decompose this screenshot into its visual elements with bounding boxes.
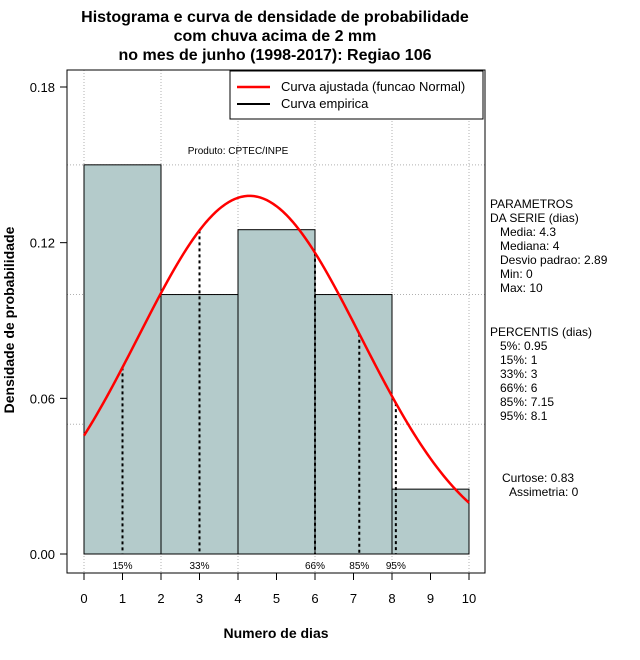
x-tick-label: 3 bbox=[196, 591, 203, 606]
title-line-2: com chuva acima de 2 mm bbox=[174, 28, 377, 45]
histogram-bar bbox=[314, 294, 393, 555]
x-tick-label: 8 bbox=[388, 591, 395, 606]
param-line-0: PARAMETROS bbox=[490, 197, 573, 211]
param-line-4: Desvio padrao: 2.89 bbox=[490, 253, 608, 267]
percentile-label: 95% bbox=[386, 561, 406, 572]
legend-label-normal: Curva ajustada (funcao Normal) bbox=[281, 79, 465, 94]
param-line-1: DA SERIE (dias) bbox=[490, 211, 579, 225]
normal-curve-line bbox=[82, 194, 470, 504]
percentil-line-1: 5%: 0.95 bbox=[490, 339, 548, 353]
percentil-line-2: 15%: 1 bbox=[490, 353, 538, 367]
percentil-line-0: PERCENTIS (dias) bbox=[490, 325, 592, 339]
param-line-6: Max: 10 bbox=[490, 281, 543, 295]
percentil-line-6: 95%: 8.1 bbox=[490, 409, 548, 423]
y-tick-label: 0.00 bbox=[30, 547, 55, 562]
x-tick-label: 4 bbox=[234, 591, 241, 606]
side-panel: PARAMETROS DA SERIE (dias) Media: 4.3 Me… bbox=[490, 197, 608, 499]
y-axis: 0.00 0.06 0.12 0.18 bbox=[30, 80, 68, 562]
x-tick-label: 10 bbox=[462, 591, 476, 606]
y-axis-label: Densidade de probabilidade bbox=[1, 226, 17, 413]
percentile-label: 15% bbox=[112, 561, 132, 572]
param-line-2: Media: 4.3 bbox=[490, 225, 556, 239]
x-axis-label: Numero de dias bbox=[223, 625, 328, 641]
y-tick-label: 0.06 bbox=[30, 391, 55, 406]
legend-label-empirical: Curva empirica bbox=[281, 96, 369, 111]
percentil-line-5: 85%: 7.15 bbox=[490, 395, 554, 409]
x-tick-label: 0 bbox=[80, 591, 87, 606]
x-tick-label: 7 bbox=[350, 591, 357, 606]
x-tick-label: 6 bbox=[311, 591, 318, 606]
param-line-3: Mediana: 4 bbox=[490, 239, 560, 253]
legend: Curva ajustada (funcao Normal) Curva emp… bbox=[229, 70, 484, 120]
legend-box bbox=[229, 70, 484, 120]
percentile-label: 66% bbox=[305, 561, 325, 572]
param-line-5: Min: 0 bbox=[490, 267, 533, 281]
x-tick-label: 1 bbox=[119, 591, 126, 606]
kurtosis-text: Curtose: 0.83 bbox=[502, 471, 574, 485]
skewness-text: Assimetria: 0 bbox=[509, 485, 579, 499]
histogram-bars bbox=[83, 164, 470, 555]
percentile-label: 85% bbox=[349, 561, 369, 572]
percentile-lines: 15% 33% 66% 85% 95% bbox=[112, 230, 406, 572]
x-tick-label: 5 bbox=[273, 591, 280, 606]
y-tick-label: 0.18 bbox=[30, 80, 55, 95]
x-tick-label: 9 bbox=[427, 591, 434, 606]
percentil-line-4: 66%: 6 bbox=[490, 381, 538, 395]
x-axis: 0 1 2 3 4 5 6 7 8 9 10 bbox=[80, 572, 476, 606]
product-label: Produto: CPTEC/INPE bbox=[188, 146, 289, 157]
title-line-3: no mes de junho (1998-2017): Regiao 106 bbox=[119, 47, 432, 64]
percentile-label: 33% bbox=[189, 561, 209, 572]
title-line-1: Histograma e curva de densidade de proba… bbox=[81, 9, 469, 26]
histogram-bar bbox=[391, 488, 470, 555]
y-tick-label: 0.12 bbox=[30, 236, 55, 251]
x-tick-label: 2 bbox=[157, 591, 164, 606]
chart-title: Histograma e curva de densidade de proba… bbox=[81, 9, 469, 64]
histogram-bar bbox=[237, 229, 316, 555]
percentil-line-3: 33%: 3 bbox=[490, 367, 538, 381]
